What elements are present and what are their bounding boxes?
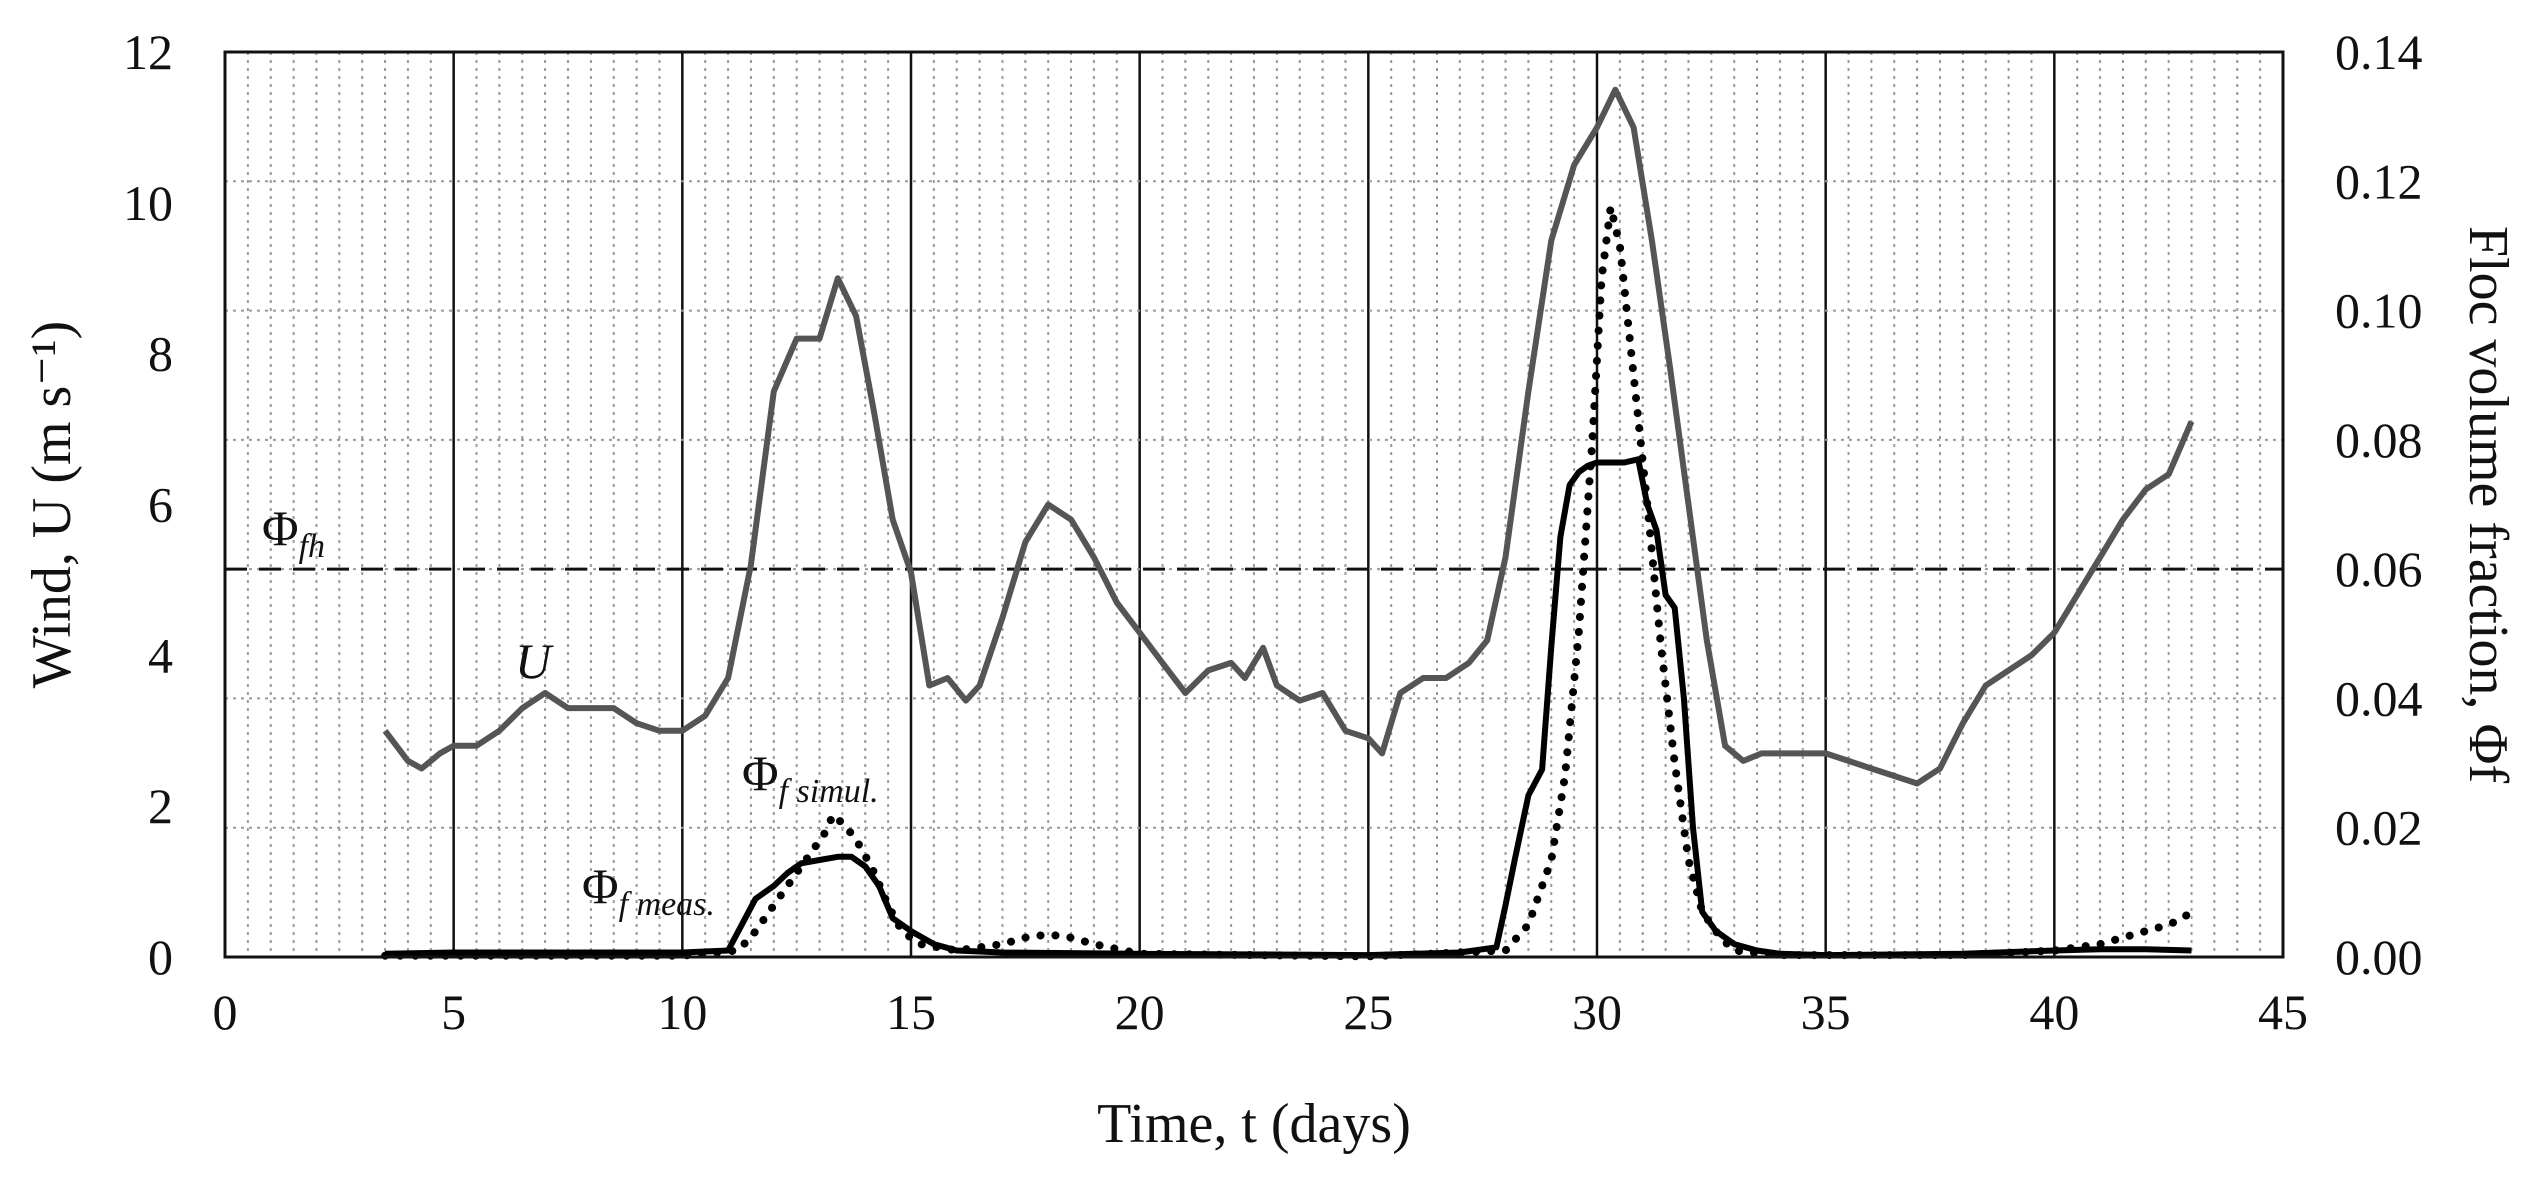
y2-tick-label: 0.12	[2335, 153, 2423, 209]
y-tick-label: 12	[123, 24, 173, 80]
tick-labels: 0 5 10 15 20 25 30 35 40 45 0 2 4 6 8 10 12 0.00 0.02 0.04 0…	[123, 24, 2423, 1040]
y2-tick-label: 0.00	[2335, 929, 2423, 985]
x-tick-label: 20	[1115, 984, 1165, 1040]
y2-tick-label: 0.08	[2335, 412, 2423, 468]
y-tick-label: 0	[148, 929, 173, 985]
series-phi_meas-line	[385, 456, 2192, 959]
y-axis-title: Wind, U (m s⁻¹)	[21, 321, 83, 689]
x-tick-label: 45	[2258, 984, 2308, 1040]
series-layer	[381, 86, 2196, 961]
y2-axis-title: Floc volume fraction, Φf	[2457, 226, 2519, 784]
x-tick-label: 15	[886, 984, 936, 1040]
x-tick-label: 25	[1343, 984, 1393, 1040]
y2-tick-label: 0.06	[2335, 541, 2423, 597]
y-tick-label: 6	[148, 477, 173, 533]
y-tick-label: 10	[123, 175, 173, 231]
series-wind-line	[382, 86, 2195, 787]
x-tick-label: 40	[2029, 984, 2079, 1040]
series-phi_simul-line	[381, 206, 2196, 961]
x-tick-label: 5	[441, 984, 466, 1040]
x-tick-label: 35	[1801, 984, 1851, 1040]
y-tick-label: 4	[148, 627, 173, 683]
annotation-phi-meas: Φf meas.	[582, 858, 715, 923]
y2-tick-label: 0.02	[2335, 800, 2423, 856]
annotation-phi-simul: Φf simul.	[742, 745, 879, 810]
x-tick-label: 10	[657, 984, 707, 1040]
y2-tick-label: 0.10	[2335, 283, 2423, 339]
x-tick-label: 30	[1572, 984, 1622, 1040]
annotation-phi-fh: Φfh	[262, 500, 325, 565]
grid	[225, 52, 2283, 957]
annotation-U: U	[515, 633, 554, 689]
y-tick-label: 8	[148, 326, 173, 382]
y2-tick-label: 0.04	[2335, 670, 2423, 726]
plot-frame	[223, 50, 2285, 959]
x-tick-label: 0	[213, 984, 238, 1040]
annotations: U Φfh Φf simul. Φf meas.	[262, 500, 879, 923]
x-axis-title: Time, t (days)	[1097, 1093, 1411, 1155]
y2-tick-label: 0.14	[2335, 24, 2423, 80]
y-tick-label: 2	[148, 778, 173, 834]
